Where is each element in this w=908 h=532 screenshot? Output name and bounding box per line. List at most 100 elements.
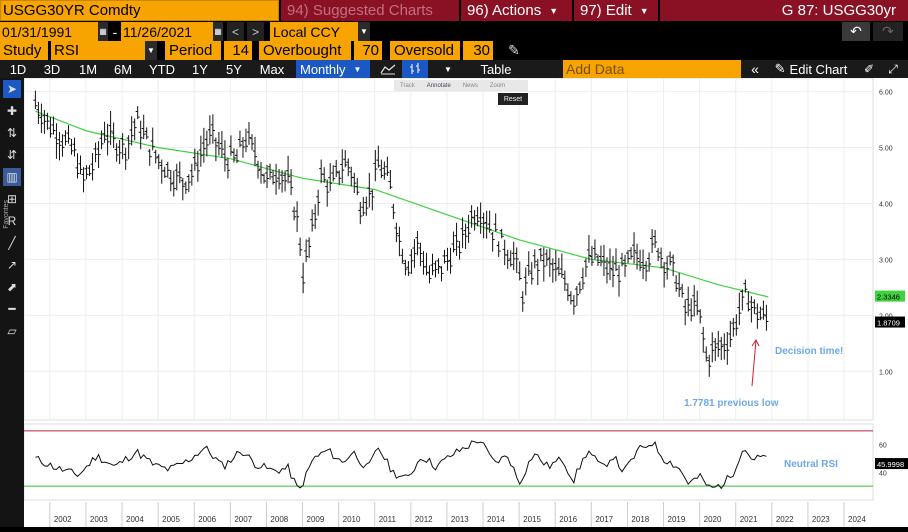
mini-news-button[interactable]: News	[462, 82, 478, 89]
line-chart-icon[interactable]	[376, 60, 400, 78]
range-1m-button[interactable]: 1M	[78, 61, 98, 77]
security-field[interactable]: USGG30YR Comdty	[0, 0, 279, 21]
trend-tool-icon[interactable]: ⇅	[6, 126, 18, 140]
edit-label: 97) Edit	[580, 2, 632, 19]
time-tick-label: 2005	[162, 515, 180, 524]
price-bars-group	[33, 90, 769, 377]
time-tick-label: 2019	[668, 515, 686, 524]
time-tick-label: 2011	[379, 515, 397, 524]
chevron-down-icon: ▼	[353, 64, 362, 74]
time-tick-label: 2015	[523, 515, 541, 524]
range-1y-button[interactable]: 1Y	[192, 61, 208, 77]
date-range-bar: 01/31/1991 ▦ - 11/26/2021 ▦ < > Local CC…	[0, 22, 908, 41]
text-tool-icon[interactable]: R	[7, 214, 17, 228]
suggested-charts-button[interactable]: 94) Suggested Charts	[281, 0, 459, 21]
annotation-arrow-shaft	[751, 339, 757, 387]
table-button[interactable]: Table	[480, 61, 512, 77]
add-data-input[interactable]: Add Data	[563, 60, 741, 78]
horizontal-line-icon[interactable]: ━	[8, 302, 16, 316]
calendar-icon[interactable]: ▦	[98, 22, 108, 41]
end-date-input[interactable]: 11/26/2021	[121, 22, 213, 41]
range-6m-button[interactable]: 6M	[113, 61, 133, 77]
gridlines	[24, 78, 873, 500]
pencil-icon[interactable]: ✎	[508, 42, 520, 58]
range-5y-button[interactable]: 5Y	[226, 61, 242, 77]
study-label: Study	[0, 41, 48, 60]
mini-zoom-button[interactable]: Zoom	[489, 82, 506, 89]
overbought-input[interactable]: 70	[354, 41, 382, 60]
time-tick-label: 2006	[198, 515, 216, 524]
study-select[interactable]: RSI	[51, 41, 145, 60]
chevron-right-icon[interactable]: >	[247, 22, 264, 41]
edit-menu-button[interactable]: 97) Edit ▼	[574, 0, 658, 21]
chevron-down-icon[interactable]: ▼	[358, 22, 370, 41]
expand-icon[interactable]: ⤢	[888, 61, 898, 76]
chevron-down-icon[interactable]: ▼	[145, 41, 157, 60]
rsi-tick-label: 60	[879, 443, 887, 450]
arrow-draw-icon[interactable]: ↗	[6, 258, 18, 272]
ray-draw-icon[interactable]: ⬈	[6, 280, 18, 294]
crosshair-icon[interactable]: ✚	[6, 104, 18, 118]
time-tick-label: 2010	[343, 515, 361, 524]
double-chevron-left-icon[interactable]: «	[751, 61, 759, 77]
price-panel	[23, 77, 874, 421]
bars-tool-icon[interactable]: ⇵	[6, 148, 18, 162]
fib-tool-icon[interactable]: ▥	[3, 168, 21, 186]
time-tick-label: 2012	[415, 515, 433, 524]
chevron-left-icon[interactable]: <	[227, 22, 244, 41]
undo-icon: ↶	[850, 23, 862, 39]
range-1d-button[interactable]: 1D	[9, 61, 27, 77]
frequency-select[interactable]: Monthly ▼	[296, 60, 370, 78]
decision-annotation: Decision time!	[775, 346, 843, 357]
time-tick-label: 2023	[812, 515, 830, 524]
calendar-icon[interactable]: ▦	[213, 22, 223, 41]
range-max-button[interactable]: Max	[259, 61, 285, 77]
ohlc-bar-icon[interactable]	[402, 60, 428, 78]
mini-track-button[interactable]: Track	[400, 82, 415, 89]
moving-average-line	[35, 110, 769, 298]
chevron-down-icon[interactable]: ▼	[444, 64, 452, 74]
redo-button[interactable]: ↷	[873, 22, 903, 41]
actions-menu-button[interactable]: 96) Actions ▼	[461, 0, 572, 21]
mini-reset-button[interactable]: Reset	[498, 93, 528, 105]
price-tick-label: 5.00	[879, 146, 893, 153]
rsi-group	[24, 430, 873, 490]
period-input[interactable]: 14	[224, 41, 252, 60]
time-axis: 2002 2003 2004 2005 2006 2007 2008 2009 2010 2011…	[24, 502, 908, 527]
study-bar: Study RSI ▼ Period 14 Overbought 70 Over…	[0, 41, 908, 60]
settings-pencil-icon[interactable]: ✐	[863, 62, 875, 76]
edit-chart-button[interactable]: ✎ Edit Chart	[768, 60, 854, 78]
cursor-arrow-icon[interactable]: ➤	[3, 80, 21, 98]
range-ytd-button[interactable]: YTD	[149, 61, 175, 77]
overbought-label: Overbought	[259, 41, 351, 60]
header-bar: USGG30YR Comdty 94) Suggested Charts 96)…	[0, 0, 908, 21]
date-separator: -	[112, 23, 118, 40]
mini-chart-toolbar: Track Annotate News Zoom	[394, 80, 528, 91]
time-tick-label: 2020	[704, 515, 722, 524]
undo-button[interactable]: ↶	[842, 22, 870, 41]
ma-last-tag	[875, 290, 905, 302]
price-tick-label: 4.00	[879, 201, 893, 208]
time-tick-label: 2022	[776, 515, 794, 524]
time-tick-label: 2009	[307, 515, 325, 524]
time-tick-label: 2013	[451, 515, 469, 524]
oversold-input[interactable]: 30	[463, 41, 493, 60]
rsi-annotation-label: Neutral RSI	[784, 459, 838, 470]
ma-last-label: 2.3346	[877, 293, 900, 302]
mini-annotate-button[interactable]: Annotate	[426, 82, 451, 89]
line-draw-icon[interactable]: ╱	[8, 236, 16, 250]
ruler-icon[interactable]: ⊞	[6, 192, 18, 206]
chart-toolbar: 1D 3D 1M 6M YTD 1Y 5Y Max Monthly ▼ ▼ Ta…	[0, 60, 908, 78]
time-tick-label: 2024	[848, 515, 866, 524]
time-tick-label: 2016	[559, 515, 577, 524]
range-3d-button[interactable]: 3D	[43, 61, 61, 77]
start-date-input[interactable]: 01/31/1991	[0, 22, 98, 41]
currency-select[interactable]: Local CCY	[270, 22, 358, 41]
eraser-icon[interactable]: ▱	[7, 324, 17, 338]
dropdown-caret-icon: ▼	[639, 5, 649, 16]
period-label: Period	[165, 41, 221, 60]
actions-label: 96) Actions	[467, 2, 542, 19]
